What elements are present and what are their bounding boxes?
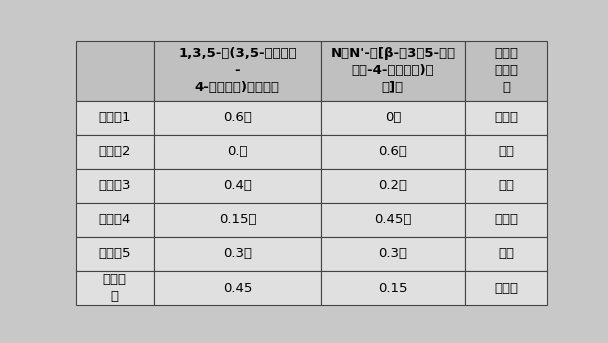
- Text: 0.6份: 0.6份: [378, 145, 407, 158]
- Bar: [76, 271, 154, 305]
- Bar: [321, 169, 465, 203]
- Bar: [154, 41, 321, 100]
- Text: 0.15: 0.15: [378, 282, 407, 295]
- Text: 本实施
例: 本实施 例: [103, 273, 127, 303]
- Bar: [465, 169, 547, 203]
- Bar: [76, 203, 154, 237]
- Bar: [154, 135, 321, 169]
- Text: 浅黄色: 浅黄色: [494, 282, 518, 295]
- Text: 0.3份: 0.3份: [378, 247, 407, 260]
- Text: 0份: 0份: [385, 111, 401, 124]
- Text: 0.15份: 0.15份: [219, 213, 256, 226]
- Bar: [154, 271, 321, 305]
- Text: 对比例4: 对比例4: [98, 213, 131, 226]
- Text: 0.3份: 0.3份: [223, 247, 252, 260]
- Text: 1,3,5-三(3,5-二叔丁基
-
4-羟基苄基)异氯尿酸: 1,3,5-三(3,5-二叔丁基 - 4-羟基苄基)异氯尿酸: [178, 47, 297, 94]
- Bar: [76, 237, 154, 271]
- Text: 0.45份: 0.45份: [374, 213, 412, 226]
- Bar: [154, 100, 321, 135]
- Text: 老化后
黄色指
数: 老化后 黄色指 数: [494, 47, 518, 94]
- Bar: [321, 271, 465, 305]
- Text: 对比例5: 对比例5: [98, 247, 131, 260]
- Bar: [321, 41, 465, 100]
- Bar: [76, 135, 154, 169]
- Bar: [154, 237, 321, 271]
- Bar: [465, 100, 547, 135]
- Text: 0.2份: 0.2份: [378, 179, 407, 192]
- Bar: [465, 271, 547, 305]
- Bar: [76, 169, 154, 203]
- Text: 黄色: 黄色: [498, 179, 514, 192]
- Text: 0.份: 0.份: [227, 145, 247, 158]
- Text: 0.6份: 0.6份: [223, 111, 252, 124]
- Bar: [465, 41, 547, 100]
- Bar: [465, 135, 547, 169]
- Text: N，N'-双[β-（3，5-二叔
丁基-4-羟基苯基)丙
酰]肼: N，N'-双[β-（3，5-二叔 丁基-4-羟基苯基)丙 酰]肼: [330, 47, 455, 94]
- Text: 深黄色: 深黄色: [494, 213, 518, 226]
- Bar: [154, 169, 321, 203]
- Text: 褐色: 褐色: [498, 145, 514, 158]
- Bar: [321, 135, 465, 169]
- Text: 对比例1: 对比例1: [98, 111, 131, 124]
- Bar: [321, 100, 465, 135]
- Text: 0.45: 0.45: [223, 282, 252, 295]
- Bar: [321, 237, 465, 271]
- Text: 黄色: 黄色: [498, 247, 514, 260]
- Bar: [465, 237, 547, 271]
- Bar: [76, 100, 154, 135]
- Bar: [321, 203, 465, 237]
- Bar: [154, 203, 321, 237]
- Text: 0.4份: 0.4份: [223, 179, 252, 192]
- Bar: [465, 203, 547, 237]
- Text: 对比例3: 对比例3: [98, 179, 131, 192]
- Text: 对比例2: 对比例2: [98, 145, 131, 158]
- Bar: [76, 41, 154, 100]
- Text: 深黄色: 深黄色: [494, 111, 518, 124]
